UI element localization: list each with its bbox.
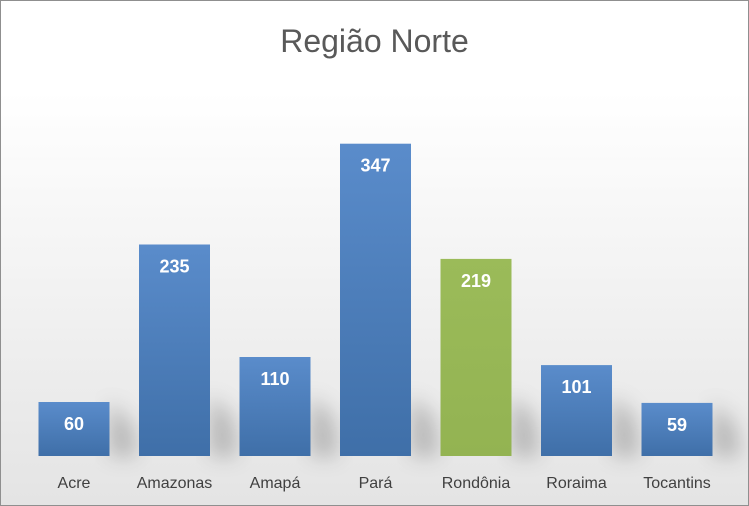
x-tick-label-tocantins: Tocantins [643,475,711,492]
chart-title: Região Norte [280,23,469,59]
bar-tocantins [641,402,713,456]
x-tick-label-amapa: Amapá [250,475,301,492]
data-label-tocantins: 59 [667,415,687,435]
data-label-amazonas: 235 [159,257,189,277]
bar-shadow-acre [109,402,138,456]
bar-shadow-rondonia [511,396,540,456]
x-tick-label-acre: Acre [58,475,91,492]
data-label-amapa: 110 [260,369,289,389]
data-label-acre: 60 [64,414,84,434]
bar-shadow-tocantins [712,402,741,456]
bar-para [340,143,411,456]
bar-amazonas [139,244,210,456]
x-tick-label-para: Pará [359,475,393,492]
data-label-rondonia: 219 [461,271,491,291]
bar-rondonia [440,258,512,456]
bar-acre [38,402,110,456]
bar-shadow-roraima [612,396,640,456]
x-tick-label-amazonas: Amazonas [137,475,213,492]
x-tick-label-rondonia: Rondônia [442,475,511,492]
bar-shadow-para [411,396,439,456]
data-label-para: 347 [360,156,390,176]
bar-shadow-amapa [310,396,339,456]
data-label-roraima: 101 [561,377,591,397]
bar-roraima [541,365,612,456]
bar-amapa [239,357,311,456]
bar-shadow-amazonas [210,396,238,456]
x-tick-label-roraima: Roraima [546,475,607,492]
